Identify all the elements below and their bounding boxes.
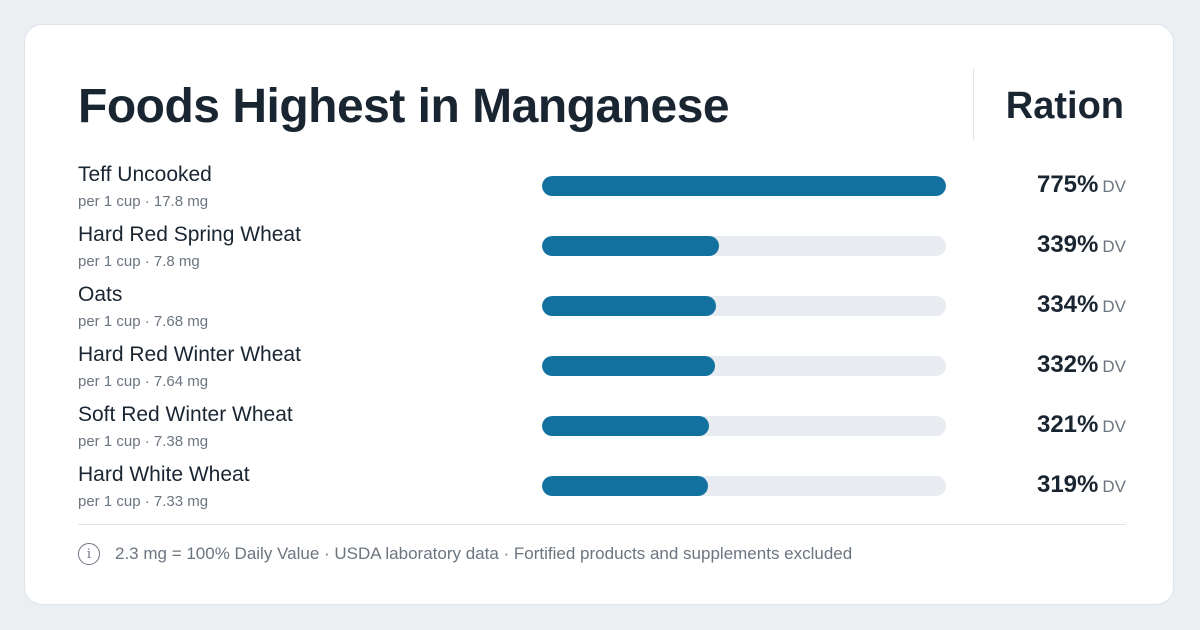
bar-track (542, 356, 946, 376)
value-label: 321% DV (1037, 411, 1126, 439)
bar-list: Teff Uncooked per 1 cup · 17.8 mg 775% DV… (78, 163, 1126, 523)
dv-suffix: DV (1102, 357, 1126, 376)
serving-label: per 1 cup · 7.68 mg (78, 313, 209, 330)
value-percent: 334% (1036, 291, 1099, 318)
footer-divider (78, 524, 1126, 525)
serving-label: per 1 cup · 17.8 mg (78, 193, 209, 210)
footer-text: 2.3 mg = 100% Daily Value · USDA laborat… (115, 544, 853, 563)
serving-label: per 1 cup · 7.38 mg (78, 433, 209, 450)
category-label: Oats (78, 283, 123, 306)
bar (542, 476, 709, 496)
value-label: 319% DV (1037, 471, 1126, 499)
dv-suffix: DV (1102, 297, 1126, 316)
chart-card: Foods Highest in Manganese Ration Teff U… (24, 24, 1174, 605)
bar-track (542, 236, 946, 256)
header-divider (973, 69, 974, 140)
category-label: Teff Uncooked (78, 163, 212, 186)
value-label: 339% DV (1037, 231, 1126, 259)
dv-suffix: DV (1102, 177, 1126, 196)
value-percent: 319% (1036, 471, 1099, 498)
bar (542, 176, 946, 196)
category-label: Soft Red Winter Wheat (78, 403, 293, 426)
bar-track (542, 296, 946, 316)
dv-suffix: DV (1102, 477, 1126, 496)
value-percent: 339% (1036, 231, 1099, 258)
info-icon: i (78, 543, 100, 565)
bar-row: Teff Uncooked per 1 cup · 17.8 mg 775% DV (78, 163, 1126, 223)
category-label: Hard Red Winter Wheat (78, 343, 301, 366)
value-percent: 321% (1036, 411, 1099, 438)
bar-row: Hard Red Winter Wheat per 1 cup · 7.64 m… (78, 343, 1126, 403)
bar (542, 296, 717, 316)
serving-label: per 1 cup · 7.8 mg (78, 253, 200, 270)
value-label: 775% DV (1037, 171, 1126, 199)
serving-label: per 1 cup · 7.64 mg (78, 373, 209, 390)
bar-row: Hard Red Spring Wheat per 1 cup · 7.8 mg… (78, 223, 1126, 283)
bar-row: Hard White Wheat per 1 cup · 7.33 mg 319… (78, 463, 1126, 523)
bar-track (542, 416, 946, 436)
value-percent: 332% (1036, 351, 1099, 378)
bar-track (542, 476, 946, 496)
dv-suffix: DV (1102, 417, 1126, 436)
dv-suffix: DV (1102, 237, 1126, 256)
bar-row: Soft Red Winter Wheat per 1 cup · 7.38 m… (78, 403, 1126, 463)
serving-label: per 1 cup · 7.33 mg (78, 493, 209, 510)
value-label: 334% DV (1037, 291, 1126, 319)
bar (542, 236, 719, 256)
category-label: Hard Red Spring Wheat (78, 223, 301, 246)
bar (542, 416, 710, 436)
bar-row: Oats per 1 cup · 7.68 mg 334% DV (78, 283, 1126, 343)
category-label: Hard White Wheat (78, 463, 250, 486)
bar-track (542, 176, 946, 196)
value-label: 332% DV (1037, 351, 1126, 379)
footer-note: i 2.3 mg = 100% Daily Value · USDA labor… (78, 543, 852, 565)
brand-logo: Ration (1005, 85, 1124, 127)
value-percent: 775% (1036, 171, 1099, 198)
page-title: Foods Highest in Manganese (78, 80, 730, 133)
bar (542, 356, 716, 376)
